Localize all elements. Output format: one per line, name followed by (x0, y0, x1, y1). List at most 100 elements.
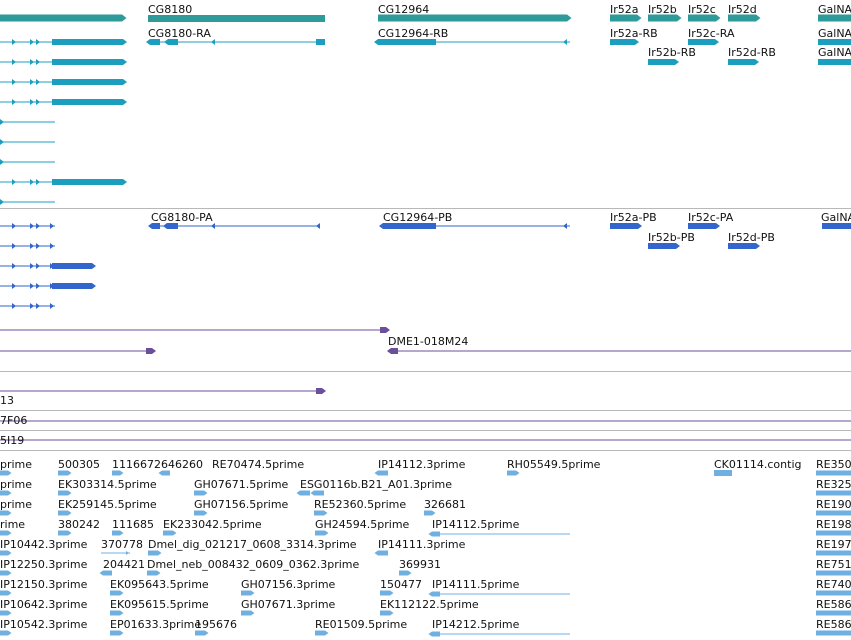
clone-label[interactable]: 5I19 (0, 434, 25, 447)
gene-label-ir52a[interactable]: Ir52a (610, 3, 639, 16)
est-label[interactable]: prime (0, 478, 33, 491)
clone-end[interactable] (391, 348, 398, 354)
est-label[interactable]: 111685 (112, 518, 154, 531)
est-glyph[interactable] (162, 470, 170, 476)
est-label[interactable]: RE197 (816, 538, 851, 551)
est-glyph[interactable] (816, 550, 851, 556)
transcript-label[interactable]: GalNA (818, 46, 851, 59)
est-glyph[interactable] (58, 510, 68, 516)
est-label[interactable]: RE325 (816, 478, 851, 491)
est-glyph[interactable] (432, 631, 440, 637)
est-label[interactable]: 326681 (424, 498, 466, 511)
est-glyph[interactable] (816, 570, 851, 576)
protein-transcript-label[interactable]: CG12964-PB (383, 211, 453, 224)
est-glyph[interactable] (194, 510, 204, 516)
est-glyph[interactable] (714, 470, 732, 476)
est-label[interactable]: EK095643.5prime (110, 578, 209, 591)
gene-label-ir52d[interactable]: Ir52d (728, 3, 757, 16)
est-glyph[interactable] (0, 550, 8, 556)
est-glyph[interactable] (378, 550, 388, 556)
exon-block[interactable] (52, 39, 123, 45)
est-label[interactable]: 204421 (103, 558, 145, 571)
exon-block[interactable] (52, 283, 92, 289)
est-glyph[interactable] (112, 530, 120, 536)
est-glyph[interactable] (0, 570, 8, 576)
est-glyph[interactable] (241, 590, 251, 596)
est-label[interactable]: GH07156.3prime (241, 578, 336, 591)
est-glyph[interactable] (816, 610, 851, 616)
est-glyph[interactable] (58, 470, 68, 476)
est-label[interactable]: GH07156.5prime (194, 498, 289, 511)
est-label[interactable]: RE751 (816, 558, 851, 571)
gene-label-ir52b[interactable]: Ir52b (648, 3, 677, 16)
est-label[interactable]: prime (0, 498, 33, 511)
est-label[interactable]: RE740 (816, 578, 851, 591)
est-label[interactable]: IP10542.3prime (0, 618, 88, 631)
exon-block[interactable] (688, 39, 715, 45)
est-glyph[interactable] (0, 630, 8, 636)
est-label[interactable]: 195676 (195, 618, 237, 631)
est-label[interactable]: prime (0, 458, 33, 471)
est-label[interactable]: ESG0116b.B21_A01.3prime (300, 478, 453, 491)
exon-block[interactable] (52, 79, 123, 85)
exon-block[interactable] (610, 39, 635, 45)
est-label[interactable]: RE190 (816, 498, 851, 511)
est-label[interactable]: CK01114.contig (714, 458, 802, 471)
gene-label-galna[interactable]: GalNA (818, 3, 851, 16)
est-label[interactable]: EP01633.3prime (110, 618, 202, 631)
transcript-label[interactable]: Ir52b-RB (648, 46, 696, 59)
exon-block[interactable] (52, 263, 92, 269)
gene-glyph[interactable] (610, 14, 637, 22)
clone-label[interactable]: 7F06 (0, 414, 28, 427)
gene-glyph[interactable] (148, 15, 325, 22)
est-glyph[interactable] (816, 490, 851, 496)
exon-block[interactable] (648, 59, 675, 65)
est-glyph[interactable] (315, 630, 325, 636)
est-label[interactable]: RE198 (816, 518, 851, 531)
protein-transcript-label[interactable]: Ir52c-PA (688, 211, 734, 224)
clone-end[interactable] (380, 327, 386, 333)
est-glyph[interactable] (816, 590, 851, 596)
est-label[interactable]: RE52360.5prime (314, 498, 407, 511)
exon-block[interactable] (316, 39, 325, 45)
est-glyph[interactable] (110, 610, 120, 616)
est-glyph[interactable] (300, 490, 310, 496)
est-glyph[interactable] (58, 530, 68, 536)
est-glyph[interactable] (241, 610, 251, 616)
exon-block[interactable] (822, 223, 851, 229)
est-label[interactable]: RE350 (816, 458, 851, 471)
est-label[interactable]: Dmel_neb_008432_0609_0362.3prime (147, 558, 360, 571)
est-glyph[interactable] (432, 591, 440, 597)
clone-end[interactable] (146, 348, 152, 354)
est-glyph[interactable] (194, 490, 204, 496)
gene-glyph[interactable] (818, 14, 851, 22)
est-label[interactable]: 1116672646260 (112, 458, 203, 471)
est-glyph[interactable] (816, 530, 851, 536)
gene-label-ir52c[interactable]: Ir52c (688, 3, 716, 16)
transcript-label[interactable]: Ir52a-RB (610, 27, 658, 40)
est-label[interactable]: rime (0, 518, 26, 531)
est-glyph[interactable] (314, 510, 324, 516)
est-glyph[interactable] (816, 510, 851, 516)
est-glyph[interactable] (0, 470, 8, 476)
exon-block[interactable] (610, 223, 638, 229)
est-label[interactable]: Dmel_dig_021217_0608_3314.3prime (148, 538, 357, 551)
exon-block[interactable] (168, 39, 178, 45)
est-label[interactable]: 380242 (58, 518, 100, 531)
transcript-label[interactable]: GalNA (818, 27, 851, 40)
est-glyph[interactable] (432, 531, 440, 537)
est-glyph[interactable] (816, 630, 851, 636)
est-label[interactable]: IP14111.3prime (378, 538, 466, 551)
gene-glyph[interactable] (648, 14, 677, 22)
est-label[interactable]: RE586 (816, 618, 851, 631)
est-label[interactable]: GH24594.5prime (315, 518, 410, 531)
est-glyph[interactable] (110, 630, 120, 636)
exon-block[interactable] (728, 59, 755, 65)
gene-glyph[interactable] (688, 14, 716, 22)
est-label[interactable]: RE586 (816, 598, 851, 611)
est-glyph[interactable] (0, 510, 8, 516)
exon-block[interactable] (818, 59, 851, 65)
exon-block[interactable] (52, 179, 123, 185)
est-glyph[interactable] (0, 530, 8, 536)
